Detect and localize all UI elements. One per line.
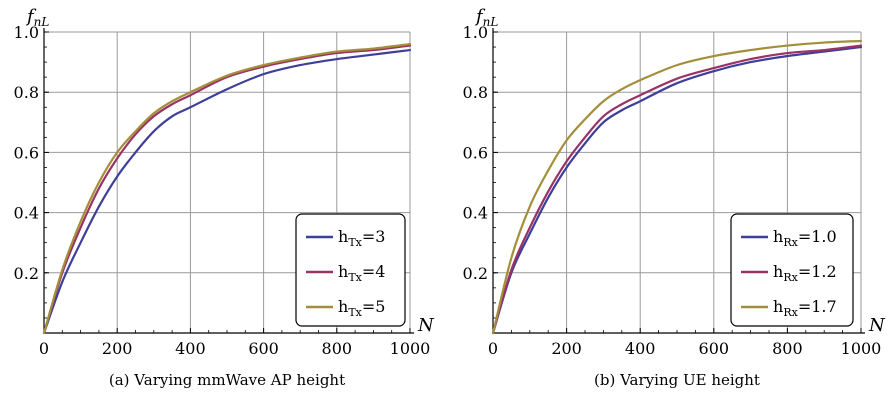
x-tick-label: 1000 [841, 339, 882, 358]
series-line-2 [491, 44, 863, 335]
x-tick-label: 200 [102, 339, 133, 358]
legend-box [295, 213, 406, 327]
y-axis-label: fnL [25, 6, 49, 29]
legend-box [730, 213, 854, 327]
x-axis-label: N [868, 315, 886, 336]
y-axis-label: fnL [474, 6, 498, 29]
legend: hTx=3 hTx=4 hTx=5 [295, 213, 406, 327]
y-tick-label: 0.6 [463, 143, 488, 162]
y-tick-label: 0.4 [463, 204, 488, 223]
x-tick-label: 600 [248, 339, 279, 358]
series-line-3 [42, 42, 412, 335]
x-tick-label: 600 [699, 339, 730, 358]
y-tick-label: 0.2 [463, 264, 488, 283]
series-line-1 [42, 48, 412, 335]
x-tick-label: 0 [39, 339, 49, 358]
legend: hRx=1.0 hRx=1.2 hRx=1.7 [730, 213, 854, 327]
x-tick-label: 400 [175, 339, 206, 358]
panel-caption: (b) Varying UE height [594, 371, 760, 389]
x-axis-label: N [417, 315, 435, 336]
panel-caption: (a) Varying mmWave AP height [109, 371, 345, 389]
x-tick-label: 400 [625, 339, 656, 358]
y-tick-label: 1.0 [14, 23, 39, 42]
series-line-2 [42, 44, 412, 335]
y-tick-label: 0.8 [14, 83, 39, 102]
legend-label-1: hRx=1.0 [773, 227, 837, 249]
y-tick-label: 0.6 [14, 143, 39, 162]
legend-label-3: hTx=5 [338, 297, 385, 319]
y-tick-label: 0.4 [14, 204, 39, 223]
x-tick-label: 800 [772, 339, 803, 358]
series-line-1 [491, 45, 863, 335]
y-tick-label: 0.2 [14, 264, 39, 283]
legend-label-2: hRx=1.2 [773, 262, 837, 284]
y-tick-label: 0.8 [463, 83, 488, 102]
legend-label-1: hTx=3 [338, 227, 385, 249]
legend-label-3: hRx=1.7 [773, 297, 837, 319]
series-line-3 [491, 39, 863, 335]
x-tick-label: 1000 [390, 339, 431, 358]
y-tick-label: 1.0 [463, 23, 488, 42]
x-tick-label: 800 [322, 339, 353, 358]
legend-label-2: hTx=4 [338, 262, 385, 284]
x-tick-label: 200 [551, 339, 582, 358]
x-tick-label: 0 [488, 339, 498, 358]
